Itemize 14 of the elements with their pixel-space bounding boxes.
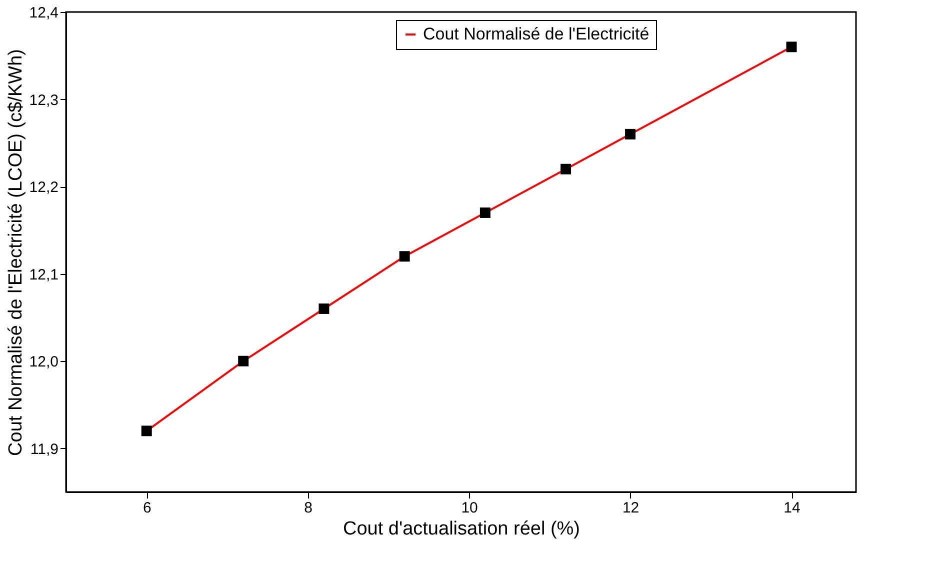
x-tick-label: 10: [461, 500, 478, 516]
x-axis-title: Cout d'actualisation réel (%): [342, 518, 580, 540]
x-tick-label: 8: [304, 500, 313, 516]
legend-label: Cout Normalisé de l'Electricité: [423, 24, 650, 44]
y-tick-label: 12,3: [29, 92, 58, 109]
y-axis-title: Cout Normalisé de l'Electricité (LCOE) (c$/KWh): [5, 49, 26, 456]
y-tick-label: 12,0: [29, 354, 58, 371]
y-tick-label: 12,1: [29, 266, 58, 284]
y-tick-label: 11,9: [30, 440, 58, 458]
x-tick-label: 14: [784, 500, 800, 516]
x-tick-label: 6: [142, 500, 152, 516]
y-tick-label: 12,2: [29, 179, 58, 196]
x-tick-label: 12: [622, 500, 640, 516]
y-tick-label: 12,4: [29, 4, 58, 22]
